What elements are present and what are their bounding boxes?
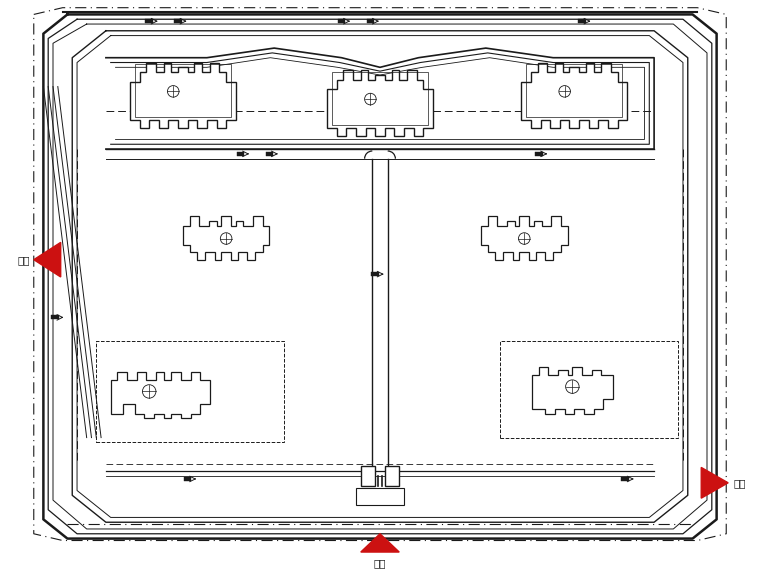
Bar xyxy=(366,19,374,23)
Text: 大门: 大门 xyxy=(17,255,30,264)
Polygon shape xyxy=(130,63,236,128)
Bar xyxy=(135,64,231,117)
Bar xyxy=(500,341,678,438)
Bar xyxy=(356,487,404,505)
Bar xyxy=(97,341,283,442)
Polygon shape xyxy=(111,372,210,418)
Polygon shape xyxy=(532,368,613,414)
Bar xyxy=(145,19,153,23)
Bar xyxy=(372,272,379,276)
Bar xyxy=(236,152,245,156)
Polygon shape xyxy=(361,534,399,552)
Bar xyxy=(174,19,182,23)
Bar xyxy=(184,477,192,481)
Polygon shape xyxy=(521,63,627,128)
Polygon shape xyxy=(33,242,61,277)
Bar xyxy=(385,466,399,486)
Polygon shape xyxy=(481,217,568,260)
Bar xyxy=(535,152,543,156)
Bar xyxy=(361,466,375,486)
Bar xyxy=(622,477,629,481)
Bar xyxy=(51,315,59,319)
Bar xyxy=(578,19,586,23)
Polygon shape xyxy=(701,467,728,498)
Text: 大门: 大门 xyxy=(374,558,386,568)
Bar xyxy=(265,152,274,156)
Bar xyxy=(337,19,345,23)
Polygon shape xyxy=(327,70,433,136)
Polygon shape xyxy=(183,217,269,260)
Bar xyxy=(526,64,622,117)
Text: 大门: 大门 xyxy=(734,478,746,488)
Bar xyxy=(332,72,428,125)
